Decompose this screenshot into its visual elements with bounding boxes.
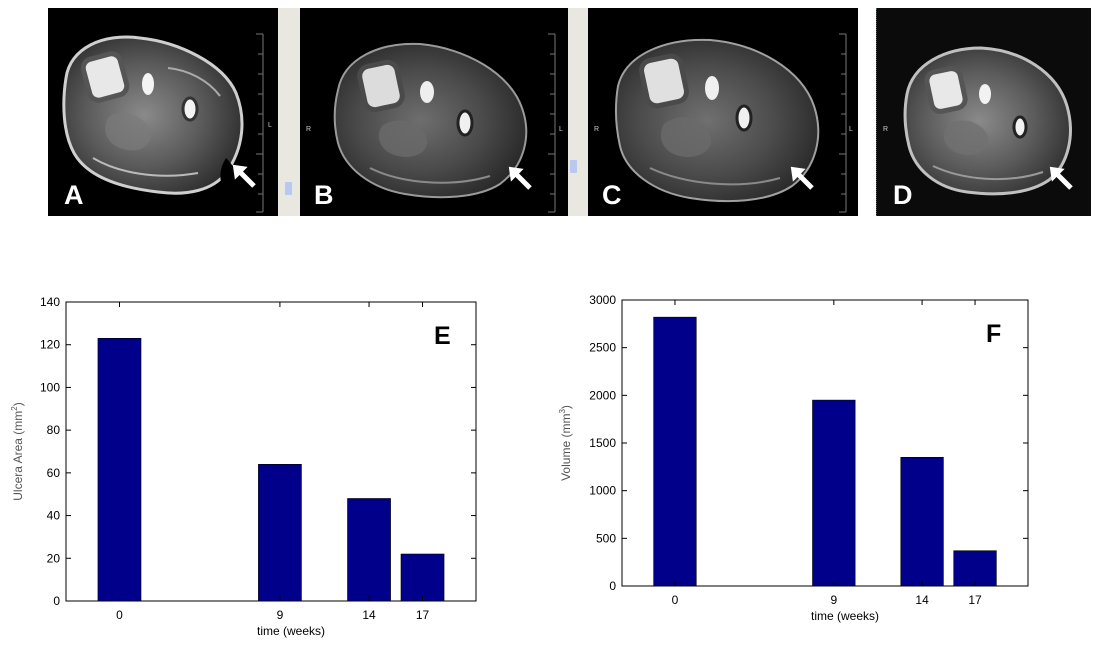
x-tick-label: 14 [915, 593, 929, 607]
y-tick-label: 2500 [589, 341, 616, 355]
x-axis-label: time (weeks) [811, 609, 879, 623]
y-tick-label: 60 [47, 466, 61, 480]
y-tick-label: 0 [53, 594, 60, 608]
side-marker-left: R [594, 126, 600, 133]
arrow-icon [232, 164, 256, 188]
bar [953, 550, 997, 587]
plot-area-frame [621, 299, 1029, 587]
bar [258, 464, 302, 602]
mri-panel-d: D R [876, 8, 1091, 216]
panel-separator [858, 8, 876, 216]
side-marker-right: L [559, 126, 563, 133]
mri-image-a [62, 33, 264, 213]
bar [653, 316, 697, 587]
mri-panel-c: C R L [588, 8, 858, 216]
arrow-icon [508, 166, 532, 190]
panel-letter-c: C [602, 180, 622, 210]
panel-letter: F [986, 320, 1001, 348]
side-marker-right: L [849, 126, 853, 133]
x-tick-label: 17 [416, 608, 430, 622]
scroll-knob [285, 182, 292, 195]
x-tick-label: 0 [116, 608, 123, 622]
y-tick-label: 3000 [589, 293, 616, 307]
x-tick-label: 17 [968, 593, 982, 607]
y-tick-label: 1000 [589, 484, 616, 498]
arrow-icon [1049, 166, 1073, 190]
y-tick-label: 2000 [589, 388, 616, 402]
panel-separator [568, 8, 588, 216]
y-tick-label: 80 [47, 423, 61, 437]
side-marker-left: R [306, 126, 312, 133]
bar [900, 456, 944, 587]
mri-image-d [903, 46, 1073, 196]
x-tick-label: 9 [830, 593, 837, 607]
bar [97, 338, 142, 602]
side-marker-right: L [268, 122, 272, 129]
y-tick-label: 500 [596, 531, 616, 545]
bar-chart-ulcera-area: 0 20 40 60 80 100 120 140 0 9 14 17 time (weeks) Ulce… [10, 295, 477, 638]
y-tick-label: 140 [40, 295, 60, 309]
x-tick-label: 0 [672, 593, 679, 607]
x-tick-label: 14 [362, 608, 376, 622]
y-tick-label: 40 [47, 509, 61, 523]
y-tick-label: 100 [40, 380, 60, 394]
x-axis-label: time (weeks) [257, 624, 325, 638]
mri-image-c [614, 33, 847, 213]
panel-letter-b: B [314, 180, 334, 210]
bar [347, 498, 391, 602]
mri-image-b [333, 33, 556, 213]
panel-letter-d: D [893, 180, 913, 210]
panel-letter-a: A [64, 180, 84, 210]
y-tick-label: 120 [40, 338, 60, 352]
y-axis-label: Volume (mm3) [558, 405, 573, 481]
y-tick-label: 0 [609, 579, 616, 593]
panel-separator [278, 8, 300, 216]
arrow-icon [790, 166, 814, 190]
side-marker-left: R [883, 126, 889, 133]
bar [400, 553, 445, 602]
panel-letter: E [434, 322, 451, 350]
bar [812, 399, 856, 587]
mri-panel-b: B R L [300, 8, 568, 216]
y-tick-label: 1500 [589, 436, 616, 450]
scroll-knob [570, 160, 577, 173]
x-tick-label: 9 [277, 608, 284, 622]
y-axis-label: Ulcera Area (mm2) [10, 402, 25, 500]
y-tick-label: 20 [47, 551, 61, 565]
mri-panel-a: A L [48, 8, 278, 216]
